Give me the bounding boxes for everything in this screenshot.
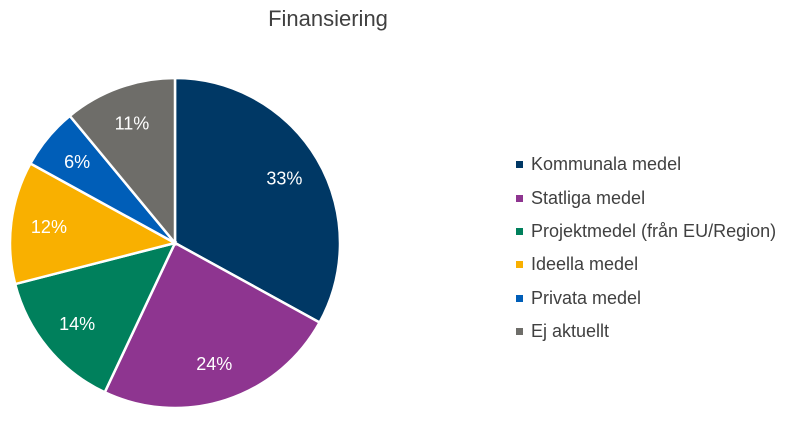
legend-label: Ideella medel bbox=[531, 254, 639, 275]
legend-swatch bbox=[516, 328, 523, 336]
legend-item: Kommunala medel bbox=[516, 148, 776, 181]
legend-label: Privata medel bbox=[531, 287, 642, 308]
legend-label: Statliga medel bbox=[531, 187, 646, 208]
data-label: 12% bbox=[31, 217, 67, 237]
legend-swatch bbox=[516, 194, 523, 202]
legend-swatch bbox=[516, 294, 523, 302]
data-label: 11% bbox=[115, 113, 150, 133]
legend-item: Ideella medel bbox=[516, 248, 776, 281]
legend-item: Privata medel bbox=[516, 282, 776, 315]
pie-slice-6 bbox=[68, 76, 177, 247]
legend-item: Statliga medel bbox=[516, 181, 776, 214]
data-label: 33% bbox=[266, 168, 302, 188]
data-label: 6% bbox=[64, 152, 90, 172]
pie-slice-4 bbox=[8, 161, 179, 286]
pie-slice-1 bbox=[173, 76, 342, 325]
legend-label: Ej aktuellt bbox=[531, 321, 610, 342]
legend: Kommunala medel Statliga medel Projektmede… bbox=[516, 148, 776, 348]
legend-swatch bbox=[516, 227, 523, 235]
legend-swatch bbox=[516, 261, 523, 269]
pie-slice-2 bbox=[103, 241, 322, 410]
legend-swatch bbox=[516, 161, 523, 169]
pie-slice-3 bbox=[13, 241, 178, 394]
legend-label: Kommunala medel bbox=[531, 154, 682, 175]
legend-label: Projektmedel (från EU/Region) bbox=[531, 220, 777, 241]
data-label: 14% bbox=[59, 314, 95, 334]
data-label: 24% bbox=[196, 354, 232, 374]
chart-title: Finansiering bbox=[268, 6, 388, 31]
legend-item: Ej aktuellt bbox=[516, 315, 776, 348]
legend-item: Projektmedel (från EU/Region) bbox=[516, 215, 776, 248]
